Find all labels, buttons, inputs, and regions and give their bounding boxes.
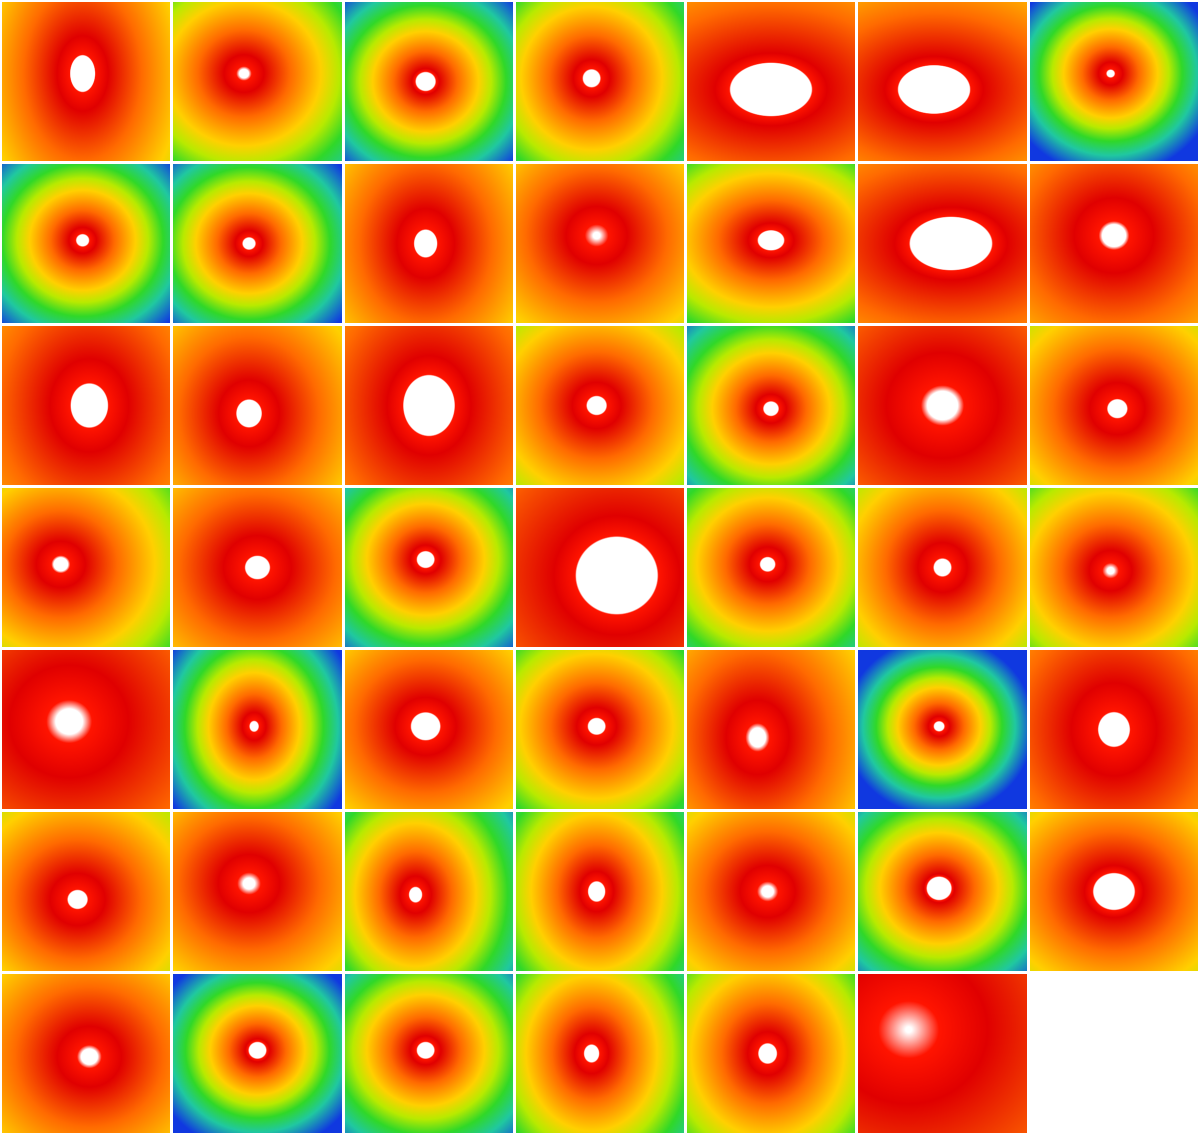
image-tile	[2, 812, 171, 971]
image-tile	[515, 488, 685, 647]
image-tile	[687, 164, 856, 323]
image-tile	[858, 974, 1027, 1133]
image-tile	[344, 164, 513, 323]
image-tile	[687, 650, 856, 809]
image-tile	[858, 812, 1027, 971]
image-tile	[173, 326, 342, 485]
image-tile	[173, 812, 342, 971]
image-tile	[173, 2, 342, 161]
image-tile	[1029, 812, 1198, 971]
image-tile	[858, 488, 1027, 647]
image-tile	[344, 488, 513, 647]
image-tile	[2, 650, 171, 809]
image-tile	[687, 812, 856, 971]
image-tile	[344, 326, 513, 485]
image-tile	[1029, 164, 1198, 323]
image-tile	[515, 2, 685, 161]
image-tile	[2, 488, 171, 647]
image-tile	[2, 326, 171, 485]
image-tile	[687, 488, 856, 647]
image-tile	[858, 164, 1027, 323]
image-tile	[2, 974, 171, 1133]
image-tile	[515, 164, 685, 323]
image-tile	[515, 812, 685, 971]
image-tile	[173, 164, 342, 323]
image-tile	[1029, 650, 1198, 809]
image-tile	[173, 974, 342, 1133]
image-tile	[858, 650, 1027, 809]
image-tile	[344, 2, 513, 161]
image-tile	[687, 2, 856, 161]
image-tile	[344, 650, 513, 809]
image-tile	[687, 974, 856, 1133]
image-tile	[173, 650, 342, 809]
image-tile	[515, 650, 685, 809]
image-tile	[2, 164, 171, 323]
image-tile	[515, 974, 685, 1133]
image-tile	[858, 2, 1027, 161]
image-tile	[2, 2, 171, 161]
image-tile	[1029, 488, 1198, 647]
image-tile	[858, 326, 1027, 485]
image-tile	[687, 326, 856, 485]
image-tile	[344, 974, 513, 1133]
image-tile	[1029, 2, 1198, 161]
image-tile	[344, 812, 513, 971]
image-tile	[1029, 326, 1198, 485]
image-tile	[173, 488, 342, 647]
image-tile	[515, 326, 685, 485]
